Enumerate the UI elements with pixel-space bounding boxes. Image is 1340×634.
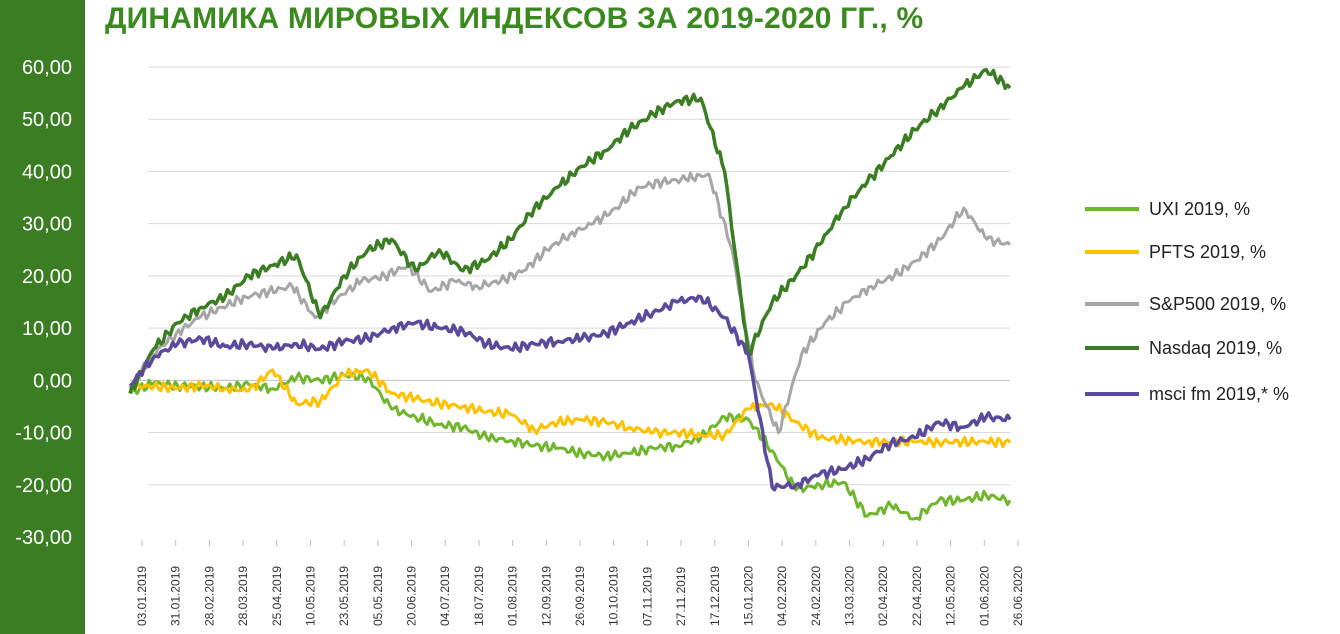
x-tick-label: 04.07.2019 <box>438 566 452 626</box>
x-tick-label: 12.05.2020 <box>944 566 958 626</box>
y-tick-label: 10,00 <box>22 318 72 340</box>
legend-label: Nasdaq 2019, % <box>1149 337 1283 358</box>
chart-title: ДИНАМИКА МИРОВЫХ ИНДЕКСОВ ЗА 2019-2020 Г… <box>105 2 924 35</box>
y-axis-ticks: 60,00 50,00 40,00 30,00 20,00 10,00 0,00 -10,00… <box>15 57 72 549</box>
x-tick-label: 20.06.2019 <box>405 566 419 626</box>
x-tick-label: 28.03.2019 <box>236 566 250 626</box>
y-tick-label: -30,00 <box>15 527 72 549</box>
x-tick-label: 07.11.2019 <box>640 567 654 626</box>
x-tick-label: 28.02.2019 <box>202 566 216 626</box>
x-tick-label: 17.12.2019 <box>708 566 722 626</box>
x-tick-label: 15.01.2020 <box>741 566 755 626</box>
x-tick-label: 18.07.2019 <box>472 566 486 626</box>
x-tick-label: 24.02.2020 <box>809 566 823 626</box>
y-tick-label: 20,00 <box>22 266 72 288</box>
x-tick-label: 23.05.2019 <box>337 566 351 626</box>
x-tick-label: 22.04.2020 <box>910 566 924 626</box>
x-tick-label: 27.11.2019 <box>674 567 688 626</box>
legend-label: S&P500 2019, % <box>1149 293 1287 314</box>
y-tick-label: 50,00 <box>22 109 72 131</box>
series-line-2 <box>128 171 1012 435</box>
x-tick-label: 03.01.2019 <box>135 566 149 626</box>
legend-item-sp500: S&P500 2019, % <box>1085 292 1286 316</box>
y-tick-label: 60,00 <box>22 57 72 79</box>
left-color-band <box>0 0 85 634</box>
legend-label: PFTS 2019, % <box>1149 241 1267 262</box>
x-tick-label: 10.10.2019 <box>607 566 621 626</box>
legend-swatch <box>1085 392 1139 396</box>
x-tick-label: 26.06.2020 <box>1011 566 1025 626</box>
series-line-1 <box>128 367 1012 449</box>
legend-item-uxi: UXI 2019, % <box>1085 197 1250 221</box>
x-tick-label: 13.03.2020 <box>843 566 857 626</box>
x-tick-label: 25.04.2019 <box>270 566 284 626</box>
y-tick-label: 30,00 <box>22 214 72 236</box>
x-tick-label: 01.06.2020 <box>977 566 991 626</box>
legend-swatch <box>1085 250 1139 254</box>
x-tick-label: 10.05.2019 <box>303 566 317 626</box>
legend-swatch <box>1085 302 1139 306</box>
x-axis-ticks: 03.01.2019 31.01.2019 28.02.2019 28.03.2019… <box>135 540 1025 626</box>
x-tick-label: 05.05.2019 <box>371 566 385 626</box>
series-lines <box>128 67 1012 521</box>
legend-item-msci: msci fm 2019,* % <box>1085 382 1289 406</box>
x-tick-label: 01.08.2019 <box>506 566 520 626</box>
legend-item-pfts: PFTS 2019, % <box>1085 240 1266 264</box>
legend-swatch <box>1085 346 1139 350</box>
legend-swatch <box>1085 207 1139 211</box>
series-line-0 <box>128 370 1012 521</box>
y-tick-label: -10,00 <box>15 423 72 445</box>
x-tick-label: 26.09.2019 <box>573 566 587 626</box>
y-tick-label: -20,00 <box>15 475 72 497</box>
x-tick-label: 31.01.2019 <box>169 566 183 626</box>
y-tick-label: 0,00 <box>33 370 72 392</box>
gridlines <box>130 66 1010 486</box>
series-line-4 <box>128 294 1012 492</box>
legend-label: msci fm 2019,* % <box>1149 383 1290 404</box>
x-tick-label: 02.04.2020 <box>876 566 890 626</box>
x-tick-label: 12.09.2019 <box>539 566 553 626</box>
legend-item-nasdaq: Nasdaq 2019, % <box>1085 336 1282 360</box>
series-line-3 <box>128 67 1012 394</box>
y-tick-label: 40,00 <box>22 161 72 183</box>
legend-label: UXI 2019, % <box>1149 198 1251 219</box>
x-tick-label: 04.02.2020 <box>775 566 789 626</box>
